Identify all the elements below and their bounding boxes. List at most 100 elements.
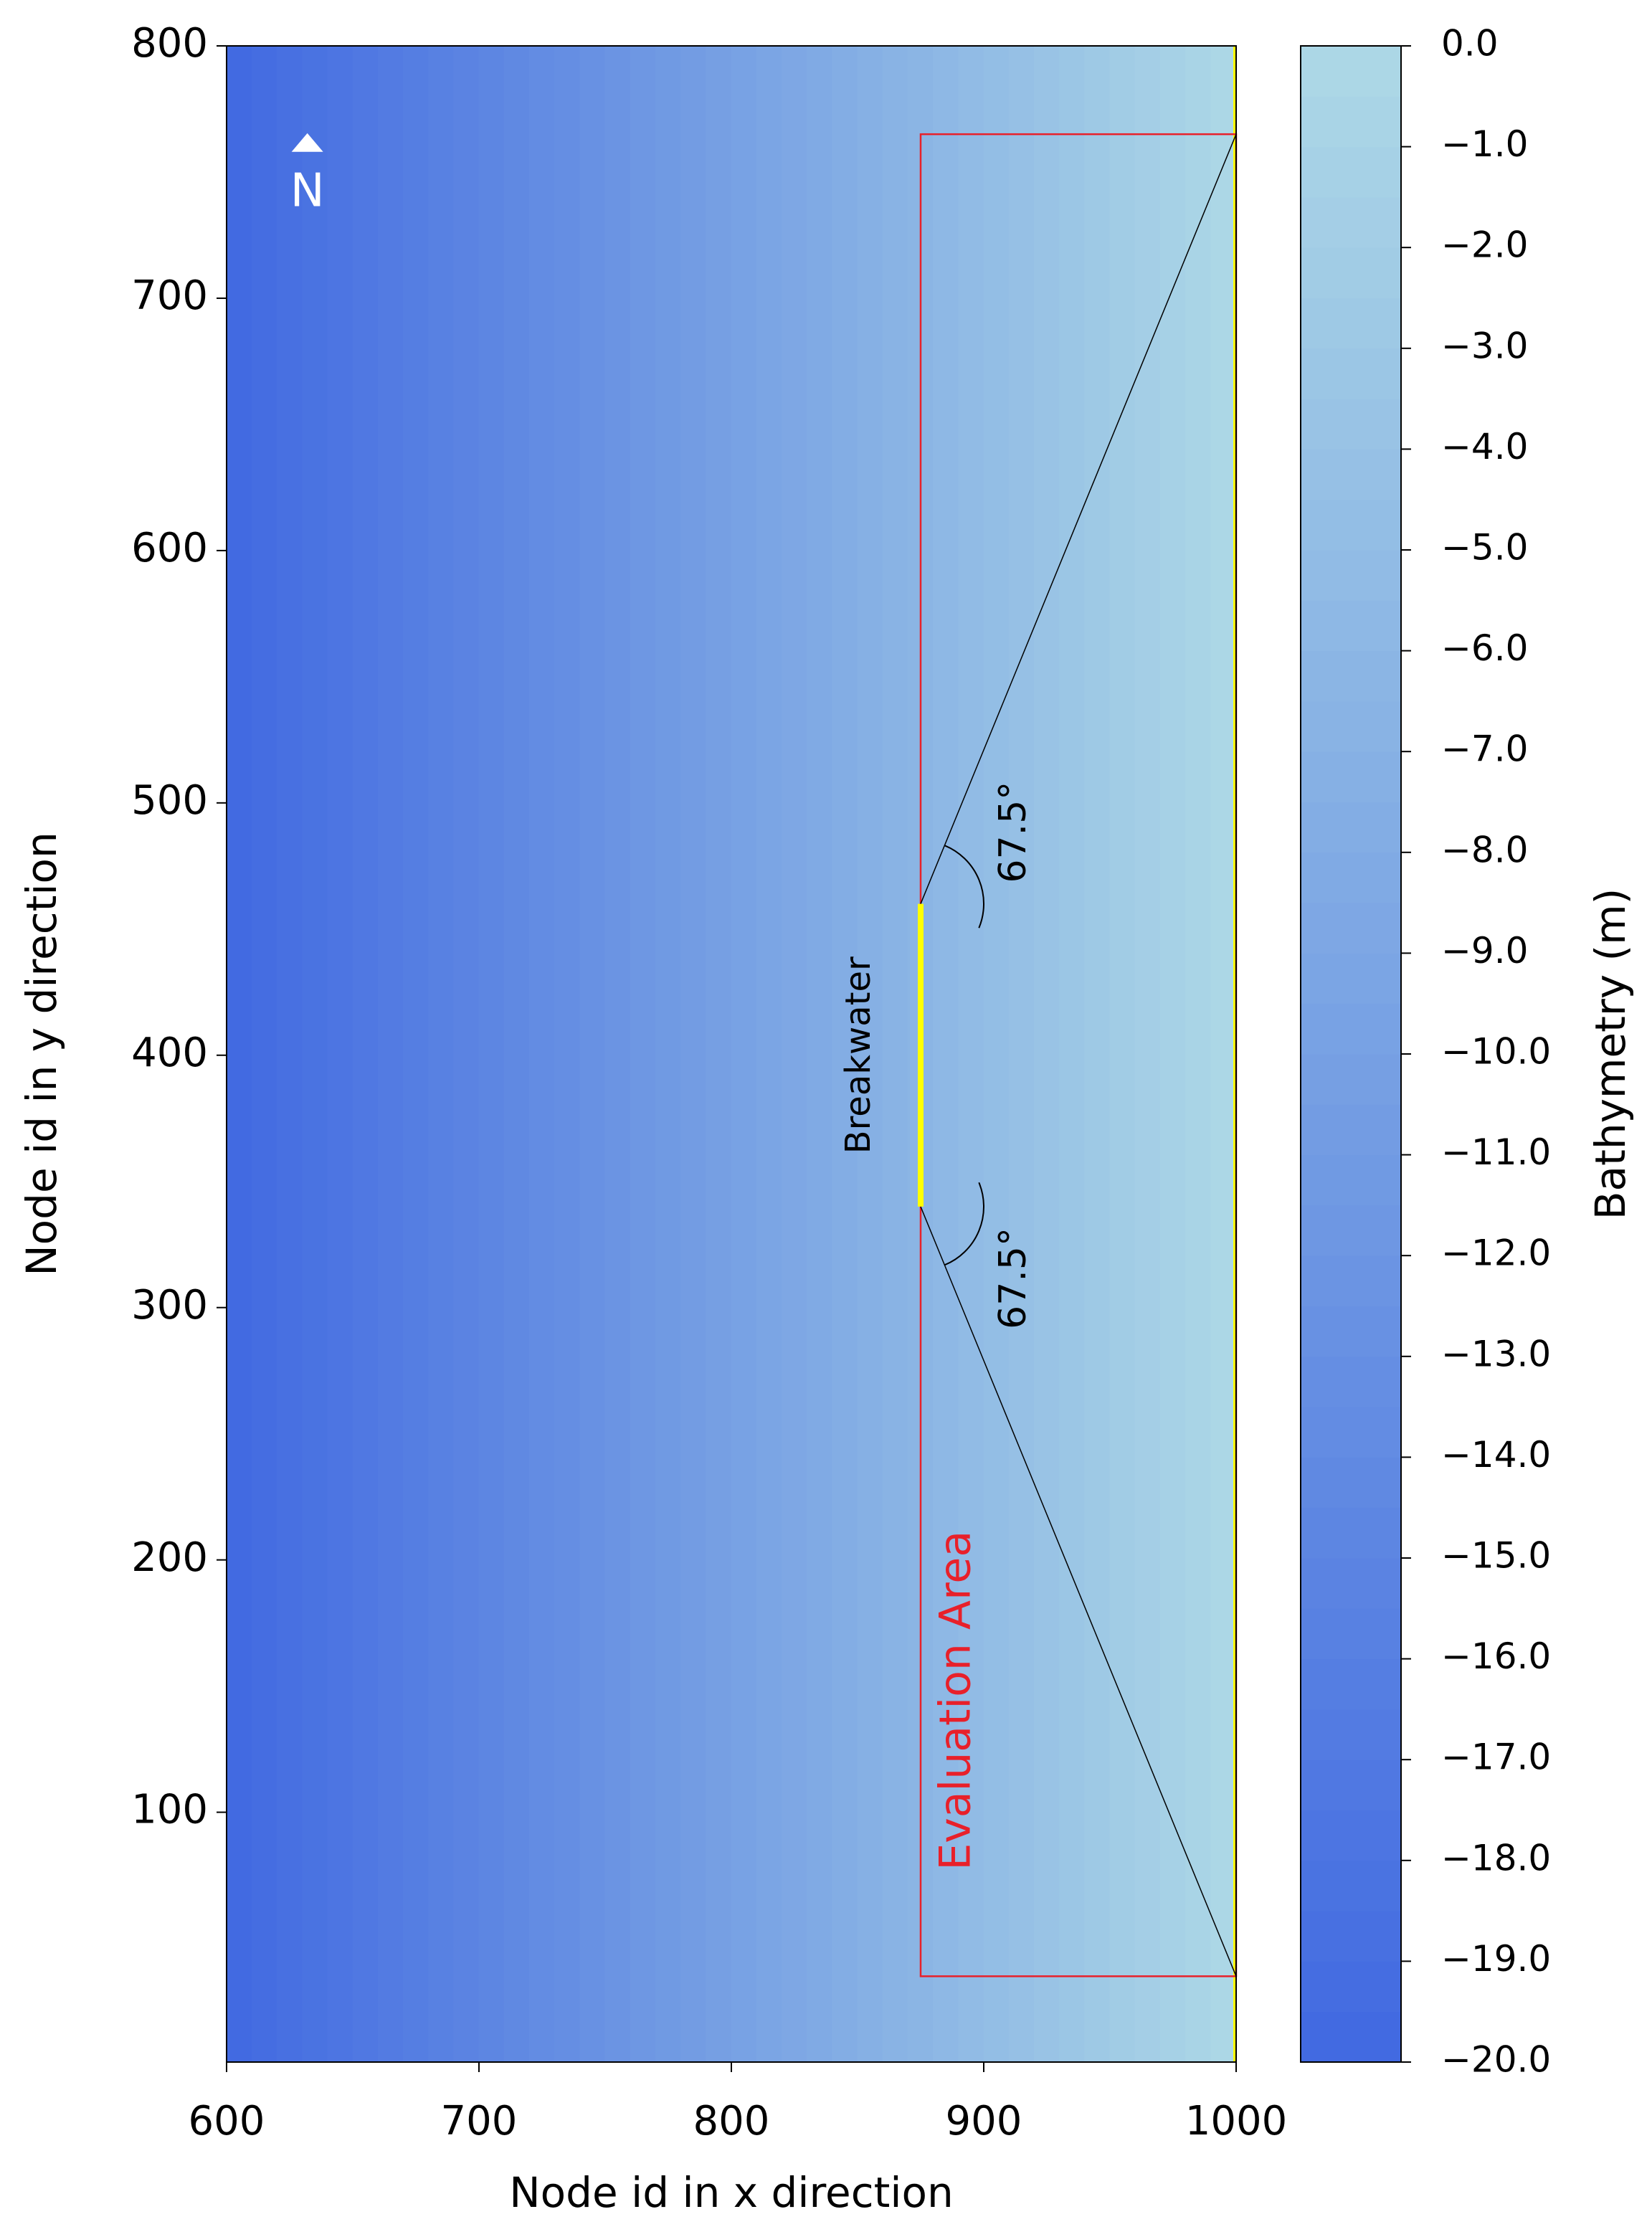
colorbar-band bbox=[1301, 1456, 1401, 1509]
colorbar-tick-label: −8.0 bbox=[1441, 829, 1528, 870]
bathymetry-band bbox=[453, 46, 480, 2062]
plot-area bbox=[227, 46, 1236, 2062]
colorbar-band bbox=[1301, 1255, 1401, 1306]
bathymetry-band bbox=[731, 46, 757, 2062]
colorbar-tick-label: −13.0 bbox=[1441, 1333, 1551, 1374]
x-axis-label: Node id in x direction bbox=[509, 2168, 953, 2217]
colorbar-tick-label: −16.0 bbox=[1441, 1635, 1551, 1677]
x-tick-label: 800 bbox=[693, 2098, 770, 2145]
colorbar-band bbox=[1301, 95, 1401, 148]
bathymetry-band bbox=[1084, 46, 1111, 2062]
colorbar-tick-label: −9.0 bbox=[1441, 930, 1528, 972]
x-tick-label: 1000 bbox=[1185, 2098, 1288, 2145]
colorbar-band bbox=[1301, 1154, 1401, 1206]
y-tick-label: 300 bbox=[131, 1282, 208, 1329]
colorbar-band bbox=[1301, 1759, 1401, 1810]
colorbar-band bbox=[1301, 599, 1401, 652]
colorbar-band bbox=[1301, 398, 1401, 450]
bathymetry-band bbox=[655, 46, 682, 2062]
colorbar-band bbox=[1301, 1860, 1401, 1911]
colorbar-band bbox=[1301, 2011, 1401, 2063]
colorbar-tick-label: −2.0 bbox=[1441, 224, 1528, 266]
colorbar-tick-label: −11.0 bbox=[1441, 1131, 1551, 1173]
bathymetry-band bbox=[276, 46, 303, 2062]
bathymetry-band bbox=[958, 46, 984, 2062]
colorbar-tick-label: −6.0 bbox=[1441, 627, 1528, 669]
angle-label: 67.5° bbox=[992, 782, 1035, 883]
colorbar-band bbox=[1301, 1810, 1401, 1861]
colorbar-tick-label: −12.0 bbox=[1441, 1233, 1551, 1274]
bathymetry-band bbox=[983, 46, 1010, 2062]
y-tick-label: 100 bbox=[131, 1787, 208, 1833]
bathymetry-band bbox=[706, 46, 732, 2062]
bathymetry-band bbox=[680, 46, 707, 2062]
colorbar-label: Bathymetry (m) bbox=[1586, 888, 1635, 1220]
colorbar-band bbox=[1301, 448, 1401, 500]
colorbar-tick-label: −19.0 bbox=[1441, 1938, 1551, 1980]
colorbar-tick-label: −15.0 bbox=[1441, 1535, 1551, 1577]
colorbar-tick-label: −17.0 bbox=[1441, 1737, 1551, 1778]
bathymetry-band bbox=[227, 46, 252, 2062]
y-axis-label: Node id in y direction bbox=[17, 832, 66, 1276]
bathymetry-band bbox=[756, 46, 782, 2062]
colorbar-band bbox=[1301, 802, 1401, 853]
colorbar-band bbox=[1301, 499, 1401, 551]
colorbar-tick-label: −20.0 bbox=[1441, 2039, 1551, 2081]
colorbar-tick-label: −5.0 bbox=[1441, 527, 1528, 569]
bathymetry-band bbox=[478, 46, 505, 2062]
colorbar-band bbox=[1301, 1053, 1401, 1105]
bathymetry-band bbox=[251, 46, 277, 2062]
colorbar-band bbox=[1301, 549, 1401, 601]
bathymetry-band bbox=[1159, 46, 1187, 2062]
colorbar-band bbox=[1301, 1910, 1401, 1962]
angle-arc bbox=[944, 845, 984, 928]
x-tick-label: 900 bbox=[946, 2098, 1022, 2145]
angle-arc bbox=[944, 1182, 984, 1266]
north-label: N bbox=[290, 164, 325, 217]
x-tick-label: 600 bbox=[189, 2098, 265, 2145]
colorbar-band bbox=[1301, 1658, 1401, 1710]
evaluation-area-label: Evaluation Area bbox=[931, 1531, 981, 1871]
colorbar-tick-label: −14.0 bbox=[1441, 1434, 1551, 1476]
colorbar-band bbox=[1301, 1306, 1401, 1357]
bathymetry-band bbox=[832, 46, 858, 2062]
colorbar-band bbox=[1301, 298, 1401, 349]
sight-ray bbox=[920, 133, 1237, 904]
angle-label: 67.5° bbox=[992, 1227, 1035, 1329]
bathymetry-band bbox=[554, 46, 581, 2062]
colorbar-band bbox=[1301, 146, 1401, 198]
bathymetry-band bbox=[1185, 46, 1212, 2062]
bathymetry-band bbox=[933, 46, 959, 2062]
colorbar-band bbox=[1301, 650, 1401, 702]
colorbar-band bbox=[1301, 45, 1401, 97]
bathymetry-band bbox=[327, 46, 353, 2062]
colorbar-band bbox=[1301, 247, 1401, 298]
bathymetry-band bbox=[1109, 46, 1136, 2062]
bathymetry-band bbox=[503, 46, 530, 2062]
y-tick-label: 500 bbox=[131, 777, 208, 824]
y-tick-label: 700 bbox=[131, 272, 208, 319]
colorbar-tick-label: −1.0 bbox=[1441, 123, 1528, 165]
colorbar-band bbox=[1301, 1607, 1401, 1660]
north-arrow bbox=[291, 133, 323, 152]
colorbar-band bbox=[1301, 1960, 1401, 2013]
bathymetry-band bbox=[604, 46, 631, 2062]
colorbar-tick-label: 0.0 bbox=[1441, 23, 1499, 65]
bathymetry-band bbox=[882, 46, 908, 2062]
colorbar-band bbox=[1301, 1103, 1401, 1156]
bathymetry-band bbox=[630, 46, 656, 2062]
colorbar-band bbox=[1301, 902, 1401, 954]
bathymetry-band bbox=[781, 46, 808, 2062]
colorbar-band bbox=[1301, 1709, 1401, 1760]
colorbar-band bbox=[1301, 852, 1401, 903]
y-tick-label: 600 bbox=[131, 525, 208, 571]
colorbar-tick-label: −3.0 bbox=[1441, 325, 1528, 366]
bathymetry-band bbox=[1033, 46, 1060, 2062]
bathymetry-band bbox=[1134, 46, 1161, 2062]
bathymetry-band bbox=[1210, 46, 1236, 2062]
bathymetry-band bbox=[579, 46, 606, 2062]
colorbar-tick-label: −18.0 bbox=[1441, 1837, 1551, 1879]
bathymetry-band bbox=[352, 46, 379, 2062]
